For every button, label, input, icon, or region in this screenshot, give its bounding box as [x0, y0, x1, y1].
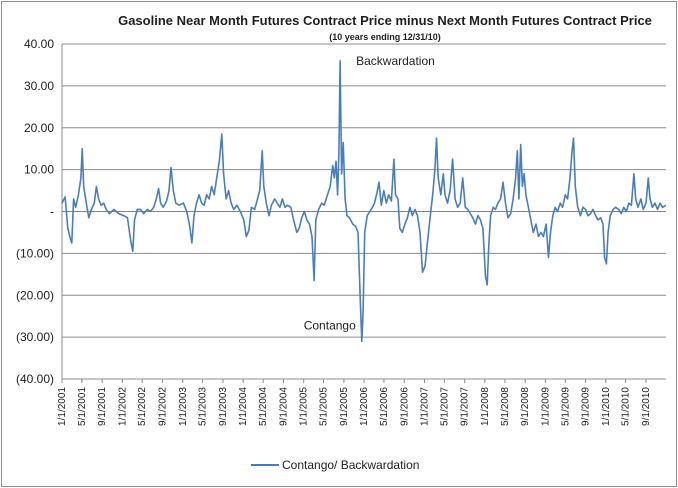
x-tick-label: 9/1/2010: [641, 387, 652, 426]
x-tick-label: 5/1/2004: [258, 387, 269, 426]
x-tick-label: 1/1/2002: [117, 387, 128, 426]
y-tick-label: -: [50, 205, 54, 219]
y-axis-ticks: 40.00 30.00 20.00 10.00 - (10.00) (20.00) (30.0…: [16, 37, 54, 386]
x-tick-label: 1/1/2003: [178, 387, 189, 426]
x-tick-label: 5/1/2001: [77, 387, 88, 426]
x-tick-label: 5/1/2006: [379, 387, 390, 426]
x-tick-label: 1/1/2010: [601, 387, 612, 426]
x-tick-label: 9/1/2008: [520, 387, 531, 426]
x-tick-label: 9/1/2003: [218, 387, 229, 426]
y-tick-label: 20.00: [24, 121, 54, 135]
y-tick-label: (30.00): [16, 330, 54, 344]
chart-title: Gasoline Near Month Futures Contract Pri…: [118, 13, 652, 28]
y-tick-label: (40.00): [16, 372, 54, 386]
y-tick-label: 30.00: [24, 79, 54, 93]
annotations: Backwardation Contango: [304, 54, 435, 333]
x-tick-label: 9/1/2009: [581, 387, 592, 426]
x-tick-label: 5/1/2007: [439, 387, 450, 426]
x-tick-label: 5/1/2002: [137, 387, 148, 426]
x-tick-label: 1/1/2001: [57, 387, 68, 426]
legend: Contango/ Backwardation: [251, 458, 419, 472]
x-tick-label: 1/1/2004: [238, 387, 249, 426]
series-layer: [61, 59, 667, 343]
y-tick-label: 10.00: [24, 163, 54, 177]
x-tick-label: 1/1/2006: [359, 387, 370, 426]
y-tick-label: (10.00): [16, 246, 54, 260]
x-tick-label: 1/1/2007: [419, 387, 430, 426]
y-tick-label: (20.00): [16, 288, 54, 302]
x-tick-label: 5/1/2009: [560, 387, 571, 426]
y-tick-label: 40.00: [24, 37, 54, 51]
x-tick-label: 9/1/2007: [460, 387, 471, 426]
x-tick-label: 5/1/2003: [198, 387, 209, 426]
x-tick-label: 1/1/2008: [480, 387, 491, 426]
annotation-backwardation: Backwardation: [356, 54, 435, 68]
x-tick-label: 9/1/2002: [158, 387, 169, 426]
x-tick-label: 5/1/2010: [621, 387, 632, 426]
x-tick-label: 1/1/2009: [540, 387, 551, 426]
x-tick-label: 9/1/2004: [279, 387, 290, 426]
x-axis-ticks: 1/1/2001 5/1/2001 9/1/2001 1/1/2002 5/1/2002…: [57, 379, 652, 426]
chart-subtitle: (10 years ending 12/31/10): [329, 32, 441, 42]
x-tick-label: 9/1/2001: [97, 387, 108, 426]
annotation-contango: Contango: [304, 318, 356, 332]
x-tick-label: 5/1/2005: [319, 387, 330, 426]
legend-label: Contango/ Backwardation: [282, 458, 419, 472]
series-line: [61, 59, 667, 343]
x-tick-label: 9/1/2006: [399, 387, 410, 426]
x-tick-label: 1/1/2005: [299, 387, 310, 426]
x-tick-label: 5/1/2008: [500, 387, 511, 426]
x-tick-label: 9/1/2005: [339, 387, 350, 426]
